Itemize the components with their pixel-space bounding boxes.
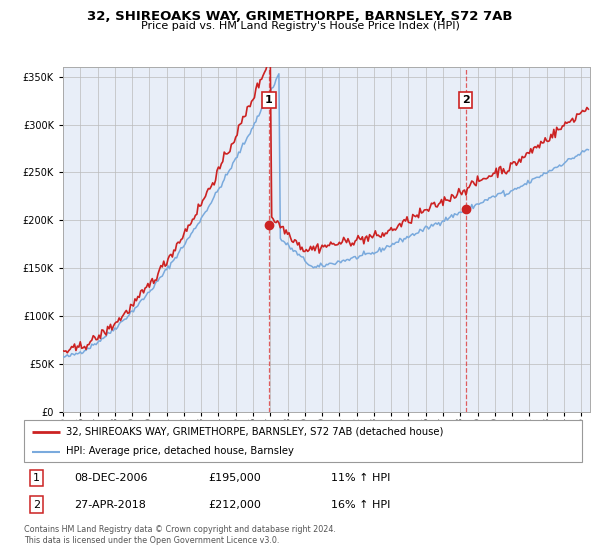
Text: 08-DEC-2006: 08-DEC-2006 — [74, 473, 148, 483]
Text: 27-APR-2018: 27-APR-2018 — [74, 500, 146, 510]
Text: 1: 1 — [33, 473, 40, 483]
Text: 32, SHIREOAKS WAY, GRIMETHORPE, BARNSLEY, S72 7AB (detached house): 32, SHIREOAKS WAY, GRIMETHORPE, BARNSLEY… — [66, 427, 443, 437]
Text: 2: 2 — [33, 500, 40, 510]
Text: £195,000: £195,000 — [208, 473, 261, 483]
Text: HPI: Average price, detached house, Barnsley: HPI: Average price, detached house, Barn… — [66, 446, 294, 456]
Text: £212,000: £212,000 — [208, 500, 261, 510]
FancyBboxPatch shape — [24, 420, 582, 462]
Text: Contains HM Land Registry data © Crown copyright and database right 2024.: Contains HM Land Registry data © Crown c… — [24, 525, 336, 534]
Text: 2: 2 — [462, 95, 470, 105]
Text: 1: 1 — [265, 95, 273, 105]
Text: This data is licensed under the Open Government Licence v3.0.: This data is licensed under the Open Gov… — [24, 536, 280, 545]
Text: 32, SHIREOAKS WAY, GRIMETHORPE, BARNSLEY, S72 7AB: 32, SHIREOAKS WAY, GRIMETHORPE, BARNSLEY… — [87, 10, 513, 23]
Text: 11% ↑ HPI: 11% ↑ HPI — [331, 473, 390, 483]
Text: Price paid vs. HM Land Registry's House Price Index (HPI): Price paid vs. HM Land Registry's House … — [140, 21, 460, 31]
Text: 16% ↑ HPI: 16% ↑ HPI — [331, 500, 390, 510]
